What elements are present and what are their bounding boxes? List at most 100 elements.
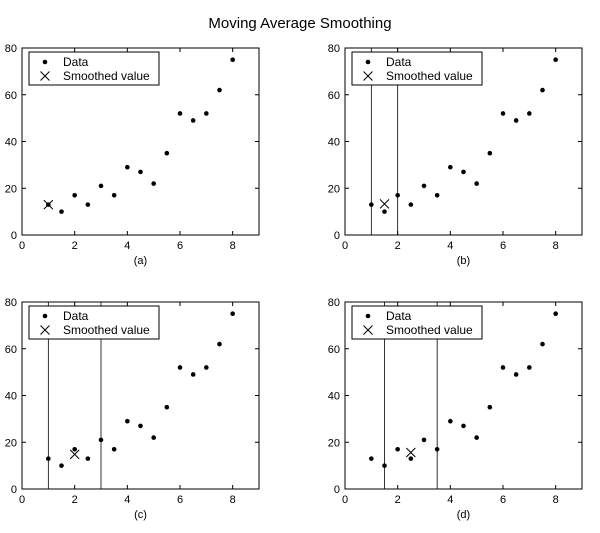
x-tick-label: 8 [553,240,559,252]
legend-dot-icon [42,313,48,319]
x-tick-label: 8 [553,494,559,506]
x-tick-label: 8 [230,240,236,252]
panel-label: (d) [457,509,470,521]
x-tick-label: 6 [177,494,183,506]
x-tick-label: 2 [395,240,401,252]
x-tick-label: 0 [342,494,348,506]
y-tick-label: 60 [5,90,17,102]
smoothed-marker [43,199,54,210]
data-point [111,446,117,452]
y-tick-label: 20 [5,437,17,449]
y-tick-label: 60 [5,344,17,356]
data-point [125,164,130,170]
data-point [72,446,77,452]
legend-label: Smoothed value [386,69,473,83]
x-tick-label: 6 [500,240,506,252]
data-point [177,111,183,116]
legend-box [351,51,483,86]
legend-label: Smoothed value [63,69,150,83]
legend-dot-icon [42,59,48,65]
data-point [177,365,183,370]
y-tick-label: 40 [5,137,17,149]
data-point [217,87,222,93]
y-tick-label: 40 [328,391,340,403]
y-tick-label: 60 [328,344,340,356]
data-point [217,341,222,347]
legend-x-icon [40,325,50,335]
data-point [164,150,170,156]
legend-box [28,305,160,340]
y-tick-label: 20 [328,183,340,195]
data-point [553,311,558,316]
data-point [540,341,545,347]
x-tick-label: 4 [447,240,453,252]
data-point [111,192,117,198]
legend-label: Data [63,309,89,323]
data-point [72,192,77,198]
data-point [487,150,493,156]
y-tick-label: 40 [5,391,17,403]
legend-dot-icon [365,59,371,65]
data-point [369,202,374,207]
data-point [204,365,209,370]
y-tick-label: 80 [5,43,17,55]
x-tick-label: 2 [395,494,401,506]
data-point [138,423,143,429]
data-point [59,463,64,468]
x-tick-label: 4 [124,494,130,506]
y-tick-label: 0 [334,484,340,496]
x-tick-label: 6 [177,240,183,252]
panel-label: (b) [457,255,470,267]
data-point [500,365,506,370]
data-point [151,181,156,186]
data-point [138,169,143,175]
data-point [85,202,91,207]
data-point [513,372,519,377]
y-tick-label: 80 [328,297,340,309]
data-point [513,118,519,123]
data-point [421,183,427,189]
x-tick-label: 0 [342,240,348,252]
data-point [408,456,414,461]
data-point [395,446,400,452]
legend-label: Smoothed value [386,323,473,337]
data-point [474,435,479,440]
x-tick-label: 2 [72,240,78,252]
panel-label: (a) [134,255,147,267]
data-point [527,365,532,370]
legend-x-icon [363,325,373,335]
y-tick-label: 20 [5,183,17,195]
legend-label: Data [386,309,412,323]
data-point [487,404,493,410]
data-point [448,164,453,170]
data-point [461,169,466,175]
legend-x-icon [363,71,373,81]
data-point [408,202,414,207]
data-point [395,192,400,198]
legend-dot-icon [365,313,371,319]
data-point [421,437,427,443]
data-point [230,311,235,316]
x-tick-label: 0 [19,240,25,252]
data-point [125,418,130,424]
panel-label: (c) [134,509,147,521]
x-tick-label: 4 [124,240,130,252]
legend-label: Data [63,55,89,69]
y-tick-label: 60 [328,90,340,102]
x-tick-label: 2 [72,494,78,506]
data-point [190,372,196,377]
data-point [434,192,440,198]
data-point [59,209,64,214]
smoothed-marker [379,199,390,209]
data-point [98,437,104,443]
legend-box [351,305,483,340]
data-point [527,111,532,116]
legend-x-icon [40,71,50,81]
data-point [46,456,51,461]
data-point [164,404,170,410]
data-point [85,456,91,461]
